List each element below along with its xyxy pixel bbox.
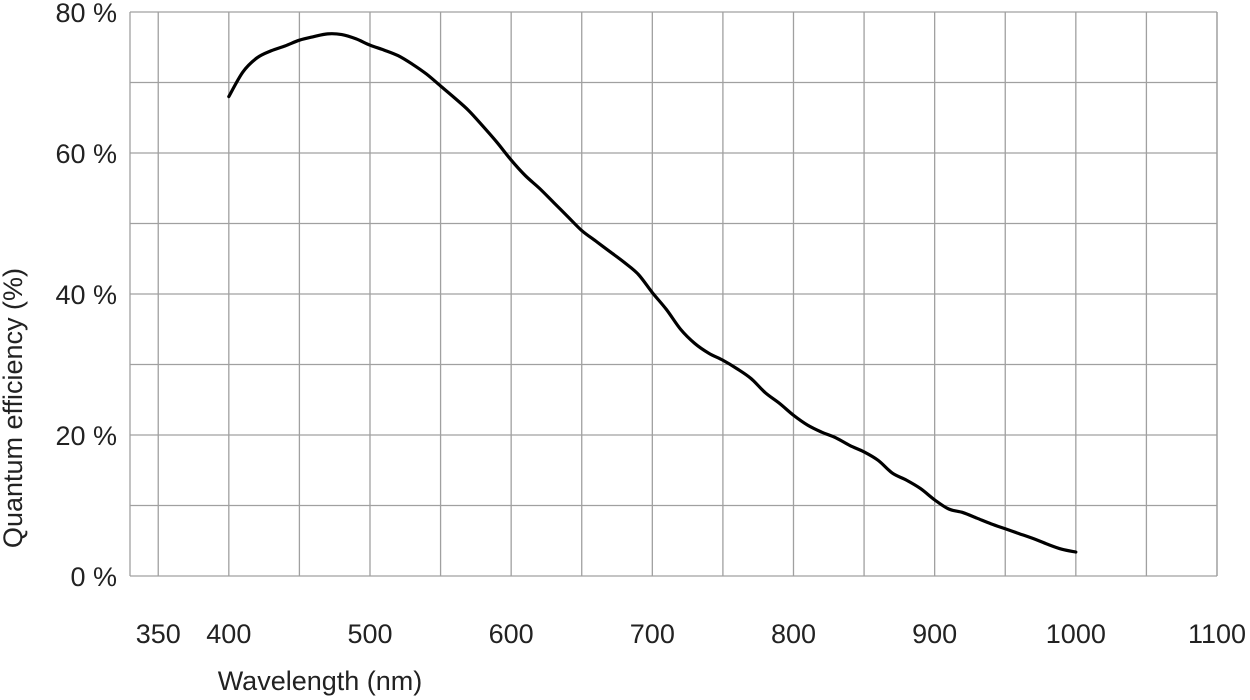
y-tick-label: 20 % bbox=[55, 421, 117, 451]
y-tick-label: 60 % bbox=[55, 139, 117, 169]
x-tick-label: 1100 bbox=[1188, 619, 1246, 649]
x-tick-label: 600 bbox=[489, 619, 534, 649]
x-tick-label: 1000 bbox=[1046, 619, 1106, 649]
x-tick-label: 900 bbox=[912, 619, 957, 649]
plot-area bbox=[227, 32, 1078, 554]
series-line-quantum-efficiency bbox=[227, 32, 1078, 554]
y-tick-label: 0 % bbox=[70, 562, 117, 592]
grid bbox=[129, 11, 1218, 577]
x-tick-label: 800 bbox=[771, 619, 816, 649]
x-tick-label: 500 bbox=[347, 619, 392, 649]
x-axis-ticks: 350 400 500 600 700 800 900 1000 1100 bbox=[136, 619, 1246, 649]
y-tick-label: 80 % bbox=[55, 0, 117, 28]
y-axis-title: Quantum efficiency (%) bbox=[0, 268, 28, 548]
y-tick-label: 40 % bbox=[55, 280, 117, 310]
x-tick-label: 350 bbox=[136, 619, 181, 649]
x-tick-label: 700 bbox=[630, 619, 675, 649]
x-tick-label: 400 bbox=[206, 619, 251, 649]
x-axis-title: Wavelength (nm) bbox=[218, 666, 423, 696]
y-axis-ticks: 0 % 20 % 40 % 60 % 80 % bbox=[55, 0, 117, 592]
